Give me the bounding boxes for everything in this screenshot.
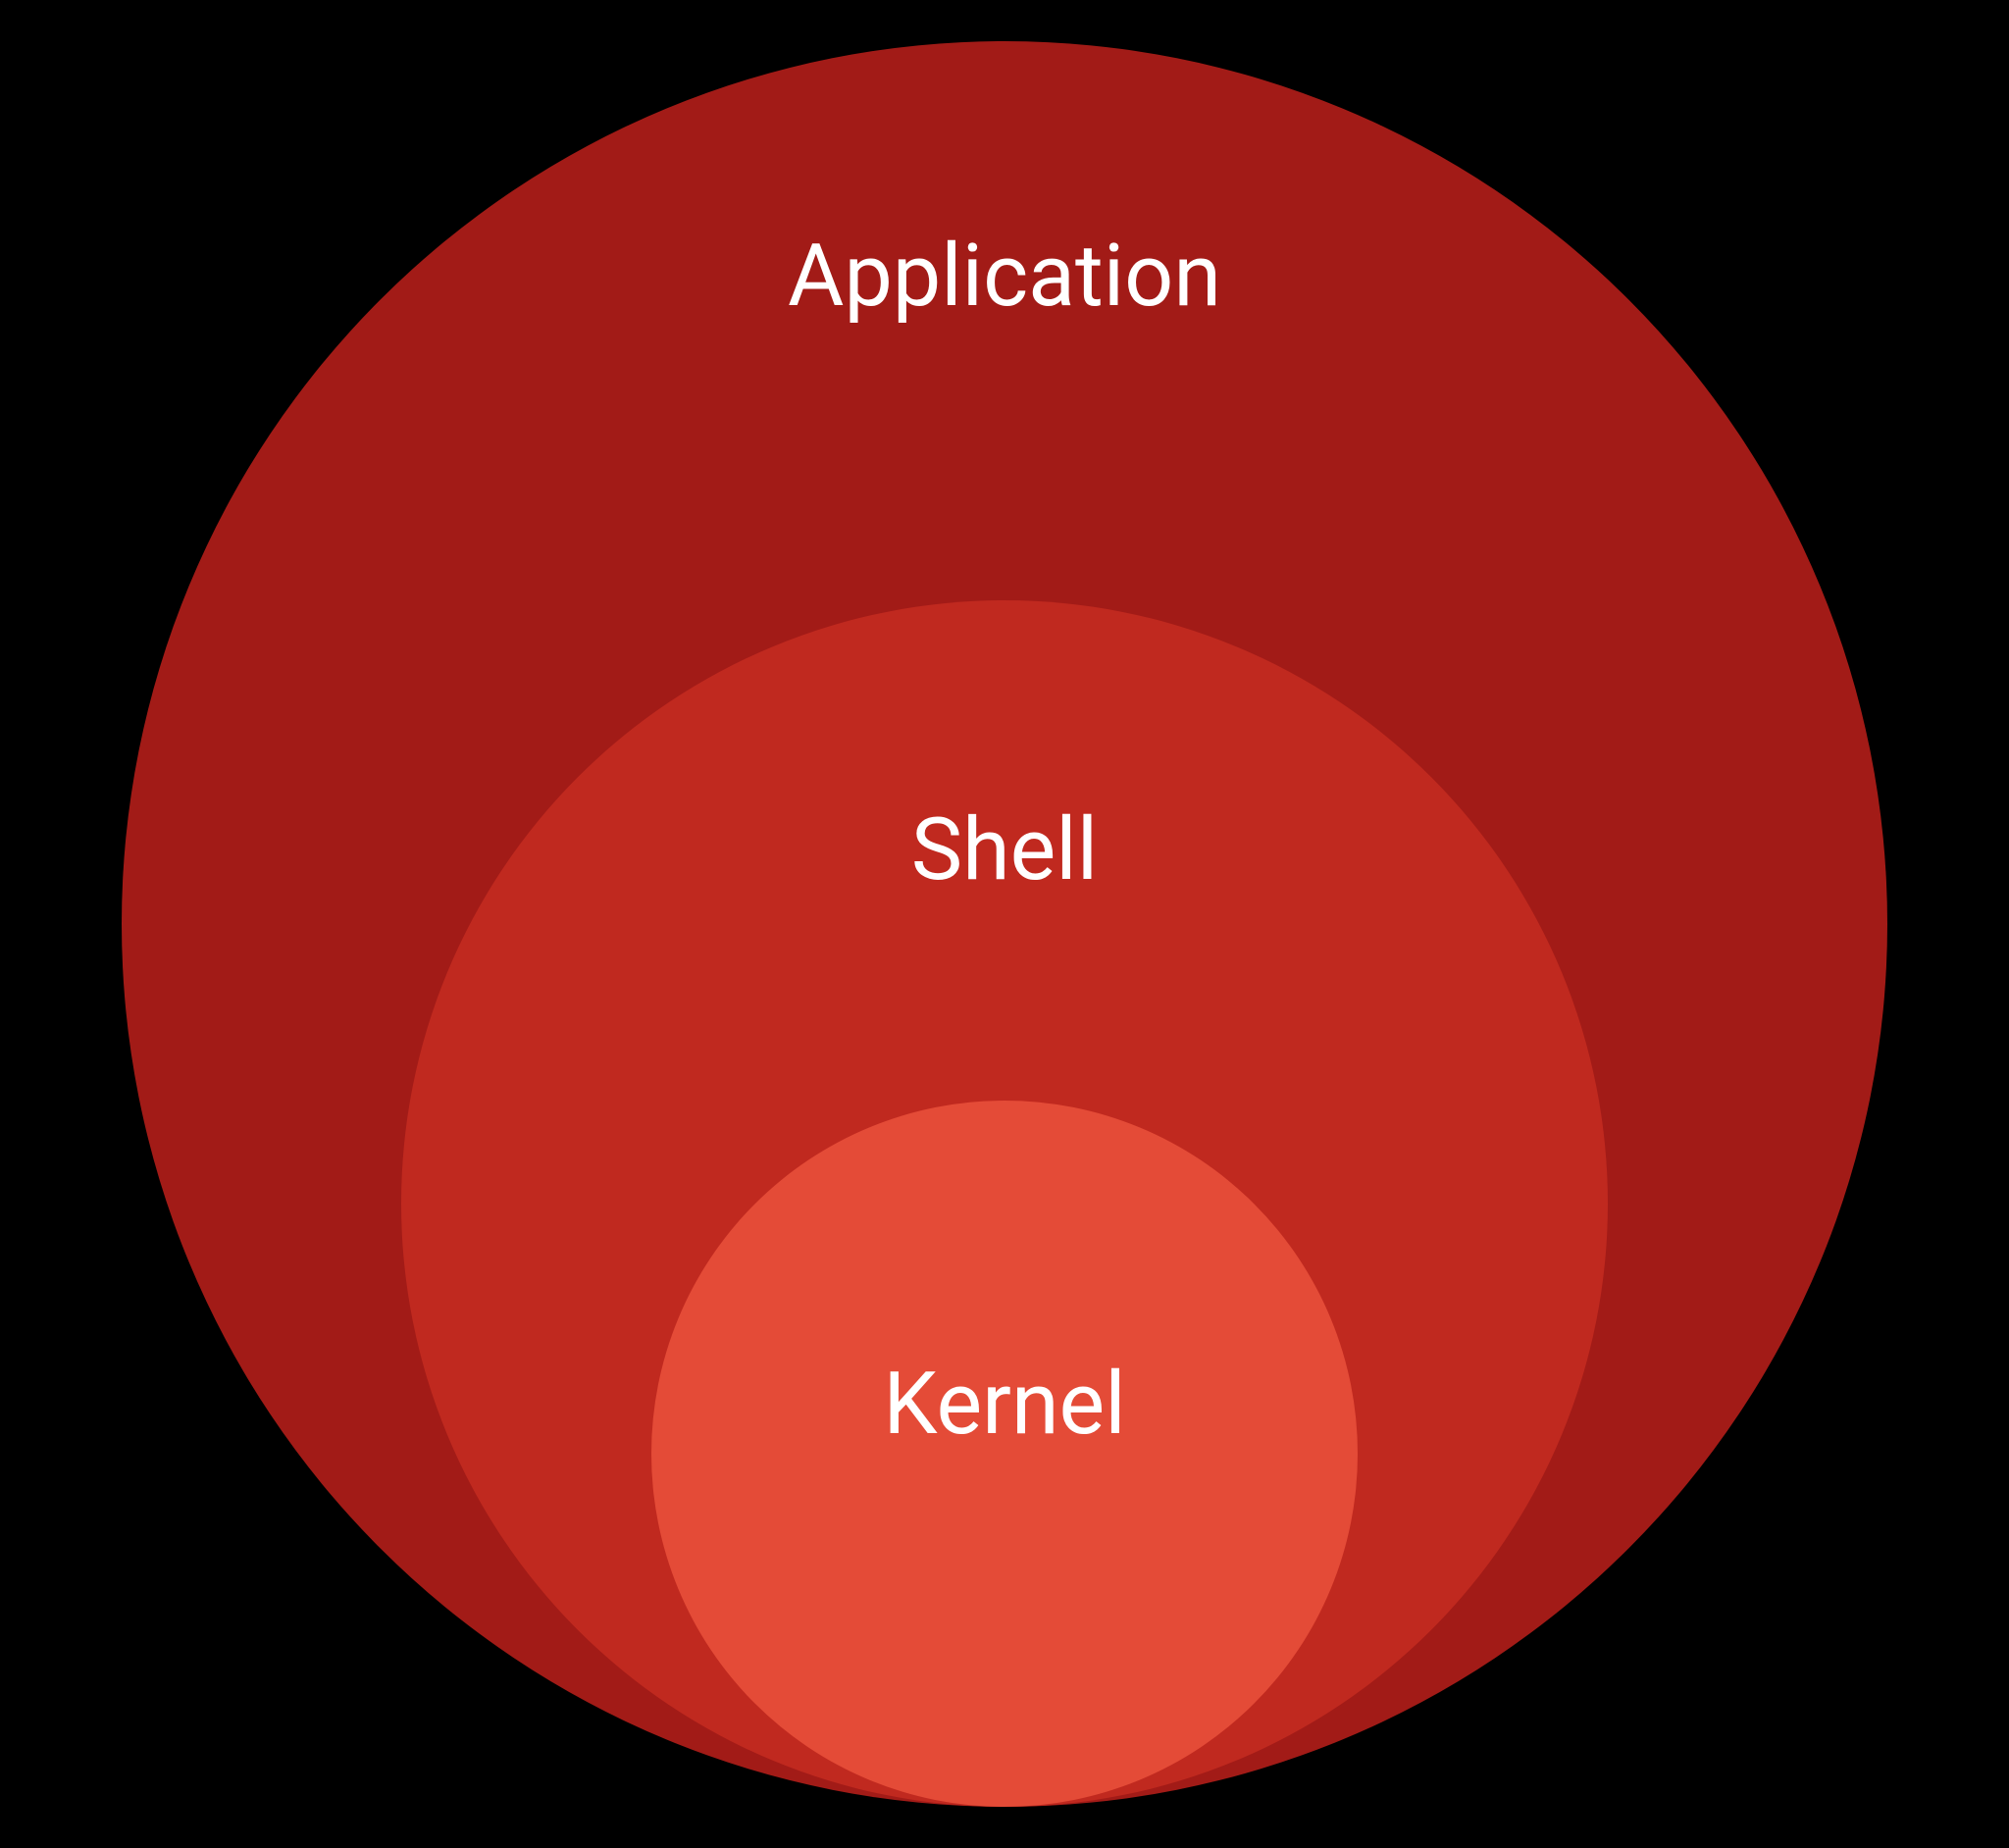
label-application: Application (788, 226, 1221, 327)
nested-circles-diagram: Application Shell Kernel (0, 0, 2009, 1848)
label-kernel: Kernel (883, 1354, 1125, 1455)
label-shell: Shell (911, 799, 1098, 900)
